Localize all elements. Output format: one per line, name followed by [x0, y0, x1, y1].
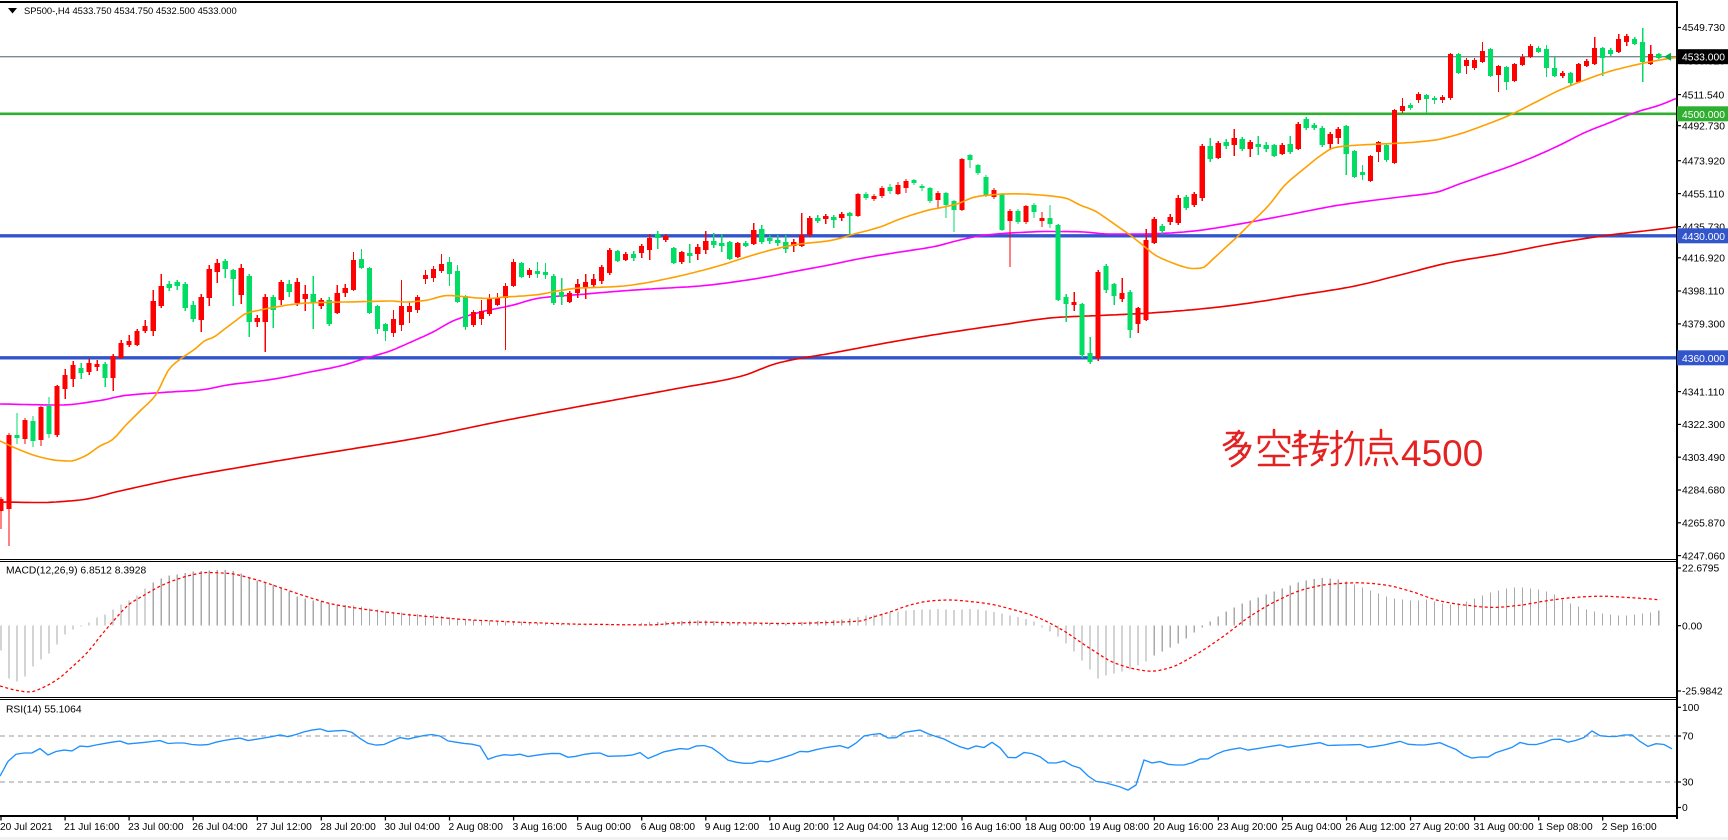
svg-text:26 Aug 12:00: 26 Aug 12:00 — [1346, 822, 1406, 833]
svg-text:SP500-,H4 4533.750 4534.750 4: SP500-,H4 4533.750 4534.750 4532.500 453… — [24, 5, 237, 16]
svg-text:2 Aug 08:00: 2 Aug 08:00 — [449, 822, 504, 833]
svg-text:1 Sep 08:00: 1 Sep 08:00 — [1538, 822, 1593, 833]
svg-text:19 Aug 08:00: 19 Aug 08:00 — [1089, 822, 1149, 833]
svg-text:28 Jul 20:00: 28 Jul 20:00 — [320, 822, 376, 833]
svg-text:4247.060: 4247.060 — [1682, 551, 1725, 562]
svg-text:22.6795: 22.6795 — [1682, 564, 1719, 575]
svg-text:4416.920: 4416.920 — [1682, 254, 1725, 265]
svg-text:23 Jul 00:00: 23 Jul 00:00 — [128, 822, 184, 833]
svg-text:100: 100 — [1682, 703, 1699, 714]
svg-text:26 Jul 04:00: 26 Jul 04:00 — [192, 822, 248, 833]
svg-text:4549.730: 4549.730 — [1682, 23, 1725, 34]
svg-text:70: 70 — [1682, 732, 1694, 743]
svg-text:4303.490: 4303.490 — [1682, 453, 1725, 464]
svg-text:4430.000: 4430.000 — [1682, 232, 1725, 243]
svg-text:4398.110: 4398.110 — [1682, 287, 1724, 298]
svg-text:16 Aug 16:00: 16 Aug 16:00 — [961, 822, 1021, 833]
svg-text:3 Aug 16:00: 3 Aug 16:00 — [513, 822, 568, 833]
svg-text:13 Aug 12:00: 13 Aug 12:00 — [897, 822, 957, 833]
svg-text:4435.730: 4435.730 — [1682, 222, 1725, 233]
svg-text:2 Sep 16:00: 2 Sep 16:00 — [1602, 822, 1657, 833]
svg-text:27 Jul 12:00: 27 Jul 12:00 — [256, 822, 312, 833]
svg-text:5 Aug 00:00: 5 Aug 00:00 — [577, 822, 632, 833]
svg-text:MACD(12,26,9) 6.8512 8.3928: MACD(12,26,9) 6.8512 8.3928 — [6, 566, 147, 577]
svg-text:4473.920: 4473.920 — [1682, 156, 1725, 167]
svg-text:20 Aug 16:00: 20 Aug 16:00 — [1153, 822, 1213, 833]
svg-text:0: 0 — [1682, 803, 1688, 814]
svg-text:4265.870: 4265.870 — [1682, 519, 1725, 530]
svg-text:30: 30 — [1682, 778, 1694, 789]
svg-text:12 Aug 04:00: 12 Aug 04:00 — [833, 822, 893, 833]
svg-text:21 Jul 16:00: 21 Jul 16:00 — [64, 822, 120, 833]
svg-text:10 Aug 20:00: 10 Aug 20:00 — [769, 822, 829, 833]
svg-text:25 Aug 04:00: 25 Aug 04:00 — [1281, 822, 1341, 833]
svg-text:18 Aug 00:00: 18 Aug 00:00 — [1025, 822, 1085, 833]
svg-text:4379.300: 4379.300 — [1682, 320, 1725, 331]
svg-text:0.00: 0.00 — [1682, 621, 1702, 632]
svg-text:4511.540: 4511.540 — [1682, 90, 1724, 101]
svg-text:6 Aug 08:00: 6 Aug 08:00 — [641, 822, 696, 833]
svg-text:4341.110: 4341.110 — [1682, 387, 1724, 398]
svg-text:RSI(14) 55.1064: RSI(14) 55.1064 — [6, 705, 82, 716]
svg-text:4360.000: 4360.000 — [1682, 354, 1725, 365]
svg-text:4284.680: 4284.680 — [1682, 486, 1725, 497]
svg-text:4322.300: 4322.300 — [1682, 420, 1725, 431]
svg-text:4500.000: 4500.000 — [1682, 110, 1725, 121]
svg-text:27 Aug 20:00: 27 Aug 20:00 — [1410, 822, 1470, 833]
svg-text:23 Aug 20:00: 23 Aug 20:00 — [1217, 822, 1277, 833]
svg-text:31 Aug 00:00: 31 Aug 00:00 — [1474, 822, 1534, 833]
svg-text:4533.000: 4533.000 — [1682, 53, 1725, 64]
svg-text:4500: 4500 — [1401, 433, 1483, 474]
svg-text:30 Jul 04:00: 30 Jul 04:00 — [384, 822, 440, 833]
svg-text:4492.730: 4492.730 — [1682, 121, 1725, 132]
svg-text:-25.9842: -25.9842 — [1682, 687, 1723, 698]
svg-text:20 Jul 2021: 20 Jul 2021 — [0, 822, 53, 833]
svg-text:4455.110: 4455.110 — [1682, 189, 1724, 200]
svg-text:9 Aug 12:00: 9 Aug 12:00 — [705, 822, 760, 833]
